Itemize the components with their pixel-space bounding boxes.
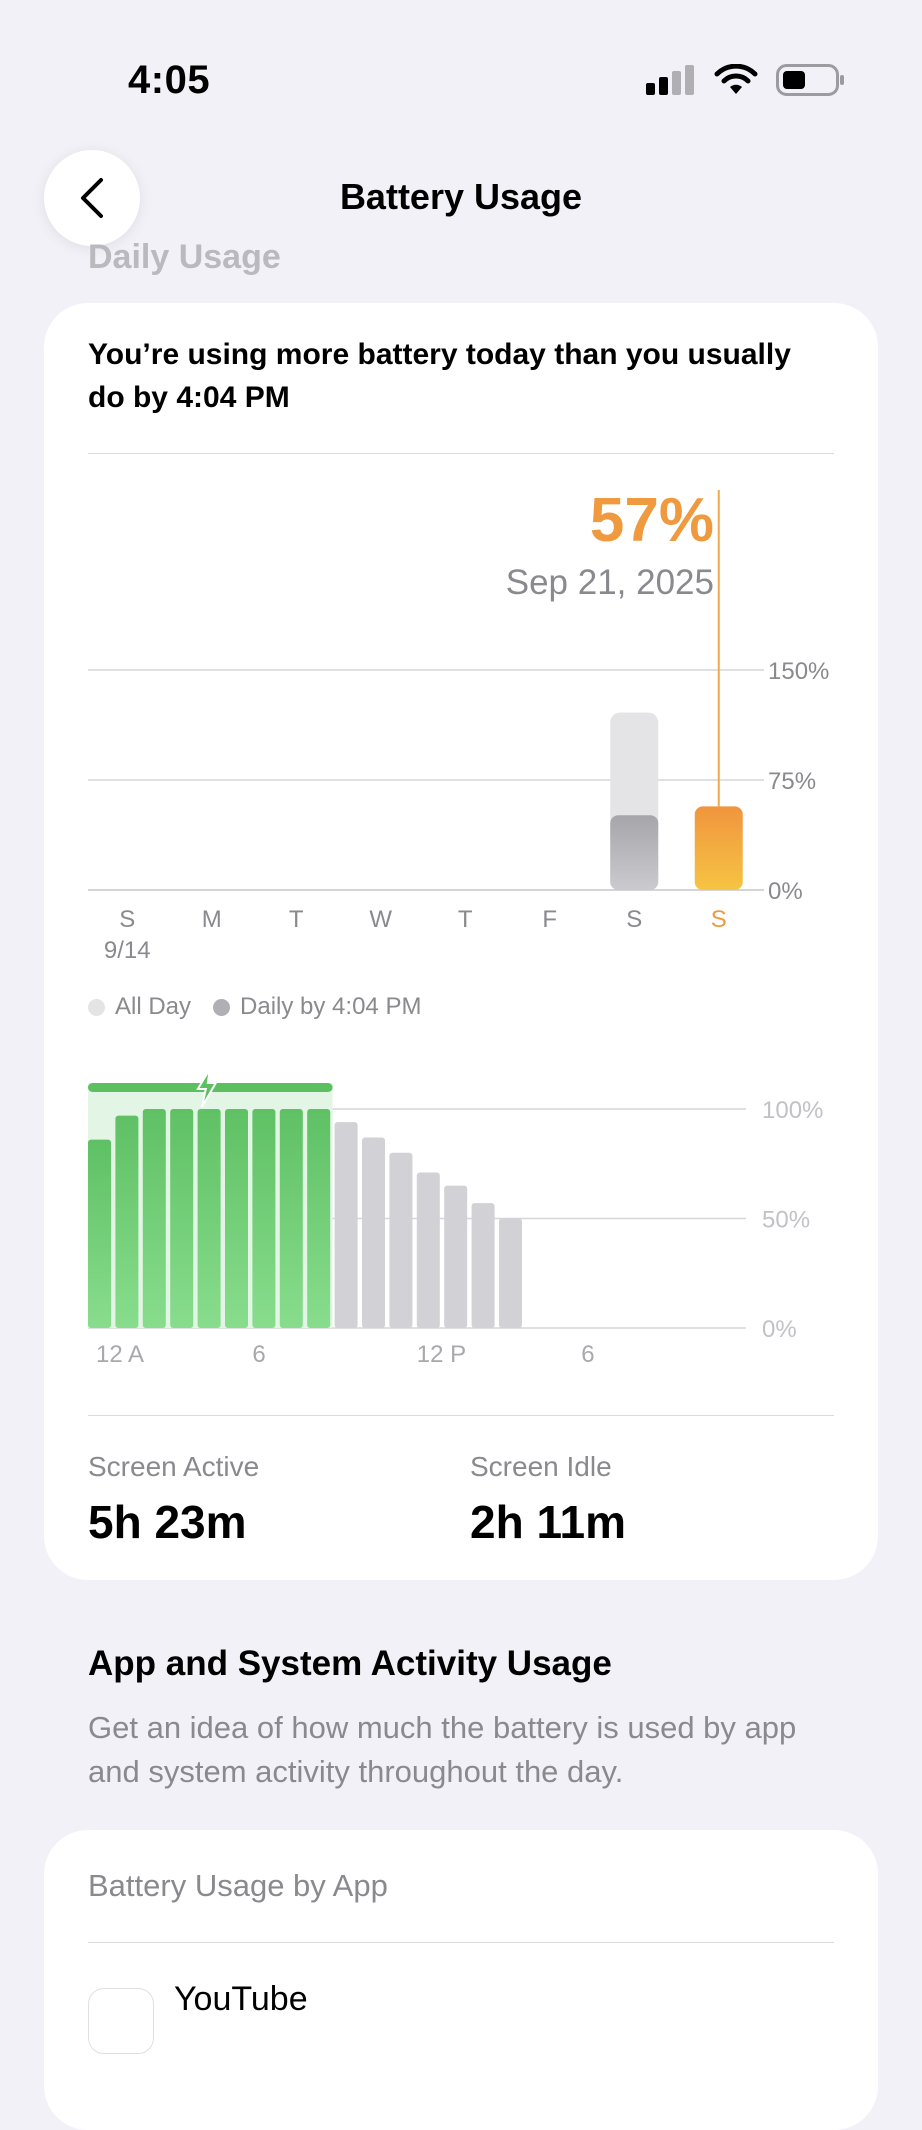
back-button[interactable]: [44, 150, 140, 246]
weekly-x-tick-label: M: [202, 906, 222, 933]
weekly-bar-daily-by-time: [610, 815, 659, 890]
wifi-icon: [714, 64, 758, 94]
weekly-x-tick-label: W: [369, 906, 392, 933]
hourly-bar-charging: [307, 1109, 331, 1328]
hourly-bar: [444, 1185, 468, 1328]
hourly-bar-charging: [170, 1109, 194, 1328]
weekly-y-tick-label: 75%: [768, 768, 816, 795]
weekly-y-tick-label: 150%: [768, 658, 829, 685]
weekly-x-tick-label: S: [626, 906, 642, 933]
status-icons: [646, 64, 846, 96]
hourly-bar-charging: [252, 1109, 276, 1328]
legend-dot-daily-by-time: [213, 998, 231, 1016]
hourly-battery-chart[interactable]: 0% 50% 100% 12 A 6 12 P 6: [44, 303, 878, 1403]
card2-divider: [88, 1942, 834, 1943]
hourly-x-tick-label: 6: [581, 1341, 594, 1368]
hourly-bar-charging: [197, 1109, 221, 1328]
battery-icon: [776, 64, 844, 96]
section-heading-daily-usage: Daily Usage: [88, 238, 281, 276]
cellular-signal-icon: [646, 65, 694, 95]
hourly-bar: [499, 1218, 522, 1328]
battery-usage-by-app-title: Battery Usage by App: [88, 1868, 388, 1903]
screen-active-stat: Screen Active 5h 23m: [88, 1451, 259, 1549]
section-description: Get an idea of how much the battery is u…: [88, 1710, 797, 1789]
weekly-x-tick-label: S: [119, 906, 135, 933]
legend-label-daily-by-time: Daily by 4:04 PM: [240, 993, 422, 1020]
screen-idle-value: 2h 11m: [470, 1496, 626, 1548]
hourly-x-tick-label: 6: [252, 1341, 265, 1368]
weekly-bar-today: [694, 806, 743, 890]
hourly-bar: [416, 1172, 440, 1328]
hourly-y-tick-label: 100%: [762, 1097, 823, 1124]
legend-item-daily-by-time: Daily by 4:04 PM: [213, 993, 421, 1021]
youtube-app-icon: [88, 1988, 154, 2054]
status-time: 4:05: [128, 58, 211, 102]
legend-dot-all-day: [88, 998, 105, 1016]
hourly-bar-charging: [88, 1139, 111, 1328]
selected-day-date: Sep 21, 2025: [505, 563, 714, 602]
section-title-app-activity: App and System Activity Usage: [88, 1644, 612, 1683]
hourly-bar-charging: [279, 1109, 303, 1328]
screen-idle-label: Screen Idle: [470, 1451, 612, 1482]
hourly-bar: [471, 1203, 495, 1328]
weekly-first-date-label: 9/14: [104, 937, 151, 964]
weekly-x-tick-label: S: [711, 906, 727, 933]
legend-item-all-day: All Day: [88, 993, 191, 1021]
selected-day-percent: 57%: [589, 486, 714, 555]
hourly-bar: [362, 1137, 385, 1328]
screen-idle-stat: Screen Idle 2h 11m: [470, 1451, 626, 1549]
weekly-y-tick-label: 0%: [768, 878, 803, 905]
page-title: Battery Usage: [339, 176, 583, 217]
weekly-usage-chart[interactable]: 0% 75% 150% S 9/14 M T W T F S S: [44, 303, 878, 983]
hourly-y-tick-label: 0%: [762, 1316, 797, 1343]
screen-active-label: Screen Active: [88, 1451, 260, 1482]
charging-bolt-icon: [196, 1068, 218, 1108]
hourly-bar: [389, 1152, 413, 1328]
hourly-bar: [334, 1122, 358, 1328]
battery-usage-by-app-card: Battery Usage by App YouTube: [44, 1830, 878, 2130]
screen-active-value: 5h 23m: [88, 1496, 247, 1548]
hourly-y-tick-label: 50%: [762, 1207, 810, 1234]
battery-usage-card: You’re using more battery today than you…: [44, 303, 878, 1580]
hourly-x-tick-label: 12 A: [96, 1341, 144, 1368]
hourly-bar-charging: [115, 1115, 139, 1328]
legend-label-all-day: All Day: [115, 993, 192, 1020]
weekly-x-tick-label: F: [542, 906, 557, 933]
hourly-x-tick-label: 12 P: [417, 1341, 466, 1368]
card-divider: [88, 453, 834, 454]
weekly-x-tick-label: T: [289, 906, 304, 933]
usage-headline: You’re using more battery today than you…: [88, 338, 791, 414]
chart-legend: All Day Daily by 4:04 PM: [88, 993, 421, 1021]
hourly-bar-charging: [142, 1109, 166, 1328]
chevron-left-icon: [81, 178, 103, 218]
hourly-bar-charging: [225, 1109, 248, 1328]
card-divider-bottom: [88, 1415, 834, 1416]
weekly-x-tick-label: T: [458, 906, 473, 933]
